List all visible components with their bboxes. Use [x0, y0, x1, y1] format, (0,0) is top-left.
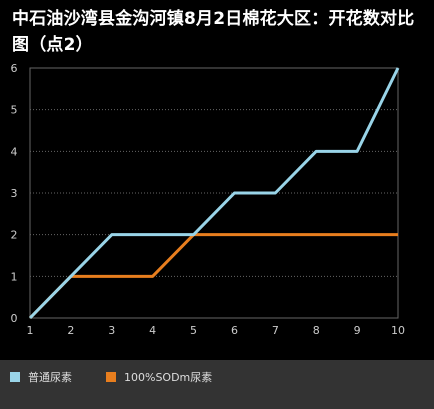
y-tick-label: 3 [11, 187, 18, 200]
x-tick-label: 7 [272, 324, 279, 337]
x-tick-label: 1 [27, 324, 34, 337]
grid-lines [30, 109, 398, 277]
legend-swatch-series-2 [106, 372, 116, 382]
x-tick-label: 3 [108, 324, 115, 337]
x-tick-label: 8 [313, 324, 320, 337]
series-line-2[interactable] [28, 233, 398, 320]
legend-item-series-2[interactable]: 100%SODm尿素 [106, 368, 212, 386]
legend-label-series-1: 普通尿素 [28, 371, 72, 384]
legend-swatch-series-1 [10, 372, 20, 382]
x-tick-label: 4 [149, 324, 156, 337]
series-line-1[interactable] [28, 67, 400, 320]
x-tick-label: 2 [67, 324, 74, 337]
y-axis-ticks: 0 1 2 3 4 5 6 [11, 62, 18, 325]
series-lines [28, 67, 400, 320]
x-tick-label: 10 [391, 324, 405, 337]
legend: 普通尿素 100%SODm尿素 [0, 360, 434, 409]
y-tick-label: 5 [11, 104, 18, 117]
y-tick-label: 2 [11, 229, 18, 242]
x-tick-label: 9 [354, 324, 361, 337]
legend-label-series-2: 100%SODm尿素 [124, 371, 213, 384]
y-tick-label: 4 [11, 145, 18, 158]
chart-title: 中石油沙湾县金沟河镇8月2日棉花大区：开花数对比图（点2） [12, 9, 415, 55]
x-tick-label: 6 [231, 324, 238, 337]
legend-item-series-1[interactable]: 普通尿素 [10, 368, 72, 386]
y-tick-label: 6 [11, 62, 18, 75]
y-tick-label: 1 [11, 270, 18, 283]
x-axis-ticks: 1 2 3 4 5 6 7 8 9 10 [27, 324, 406, 337]
plot-area-frame [29, 67, 399, 319]
y-tick-label: 0 [11, 312, 18, 325]
x-tick-label: 5 [190, 324, 197, 337]
